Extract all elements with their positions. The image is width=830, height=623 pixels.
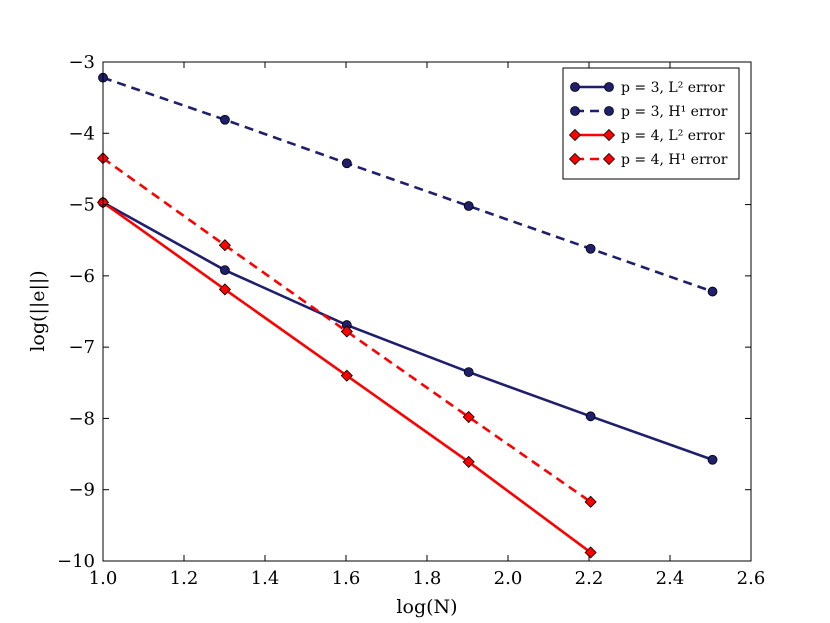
x-tick-label: 1.4: [251, 568, 280, 589]
ticks-layer: 1.0 1.2 1.4 1.6 1.8 2.0 2.2 2.4 2.6 −10 −9 −8 −7 −6 −5…: [57, 52, 765, 589]
x-tick-label: 2.2: [575, 568, 604, 589]
legend-marker: [570, 82, 580, 92]
legend: p = 3, L² error p = 3, H¹ error p = 4, L² …: [562, 67, 740, 180]
data-point: [218, 239, 231, 252]
data-point: [585, 243, 596, 254]
legend-entry-2: p = 4, L² error: [568, 128, 725, 144]
x-axis-label: log(N): [396, 596, 457, 618]
series-2: [96, 196, 597, 559]
legend-marker: [568, 128, 582, 142]
data-point: [462, 410, 475, 424]
x-tick-label: 2.4: [656, 568, 685, 589]
data-point: [585, 411, 596, 422]
data-point: [584, 495, 597, 508]
y-tick-label: −10: [57, 551, 95, 572]
y-tick-label: −7: [68, 337, 95, 358]
legend-label: p = 3, L² error: [621, 80, 725, 96]
legend-entry-0: p = 3, L² error: [570, 80, 725, 96]
legend-marker: [604, 82, 614, 92]
series-line: [102, 201, 713, 461]
data-point: [463, 201, 474, 211]
legend-marker: [602, 128, 616, 142]
legend-label: p = 4, H¹ error: [621, 152, 728, 168]
data-point: [218, 283, 231, 296]
y-tick-label: −4: [68, 123, 95, 144]
data-point: [463, 367, 474, 377]
data-point: [341, 158, 352, 169]
x-tick-label: 1.6: [332, 568, 361, 589]
data-point: [220, 114, 230, 125]
legend-marker: [602, 152, 616, 166]
data-point: [584, 546, 597, 559]
data-point: [707, 454, 718, 465]
legend-label: p = 3, H¹ error: [621, 104, 728, 120]
legend-marker: [570, 106, 580, 116]
legend-entry-1: p = 3, H¹ error: [570, 104, 728, 120]
y-tick-label: −5: [68, 195, 95, 216]
legend-label: p = 4, L² error: [621, 128, 725, 144]
y-tick-label: −9: [68, 480, 95, 501]
legend-marker: [604, 106, 614, 116]
data-point: [707, 286, 718, 297]
series-line: [102, 157, 592, 503]
legend-marker: [568, 152, 582, 166]
y-tick-label: −8: [68, 408, 95, 429]
y-axis-label: log(||e||): [27, 270, 49, 351]
y-tick-label: −3: [68, 52, 95, 73]
y-tick-label: −6: [68, 266, 95, 287]
series-line: [102, 76, 713, 293]
x-tick-label: 2.0: [494, 568, 523, 589]
data-point: [220, 265, 230, 276]
data-point: [340, 369, 353, 382]
x-tick-label: 1.0: [89, 568, 118, 589]
legend-entry-3: p = 4, H¹ error: [568, 152, 728, 168]
x-tick-label: 2.6: [737, 568, 766, 589]
x-tick-label: 1.8: [413, 568, 442, 589]
data-point: [462, 455, 475, 468]
data-point: [340, 325, 353, 338]
x-tick-label: 1.2: [170, 568, 199, 589]
